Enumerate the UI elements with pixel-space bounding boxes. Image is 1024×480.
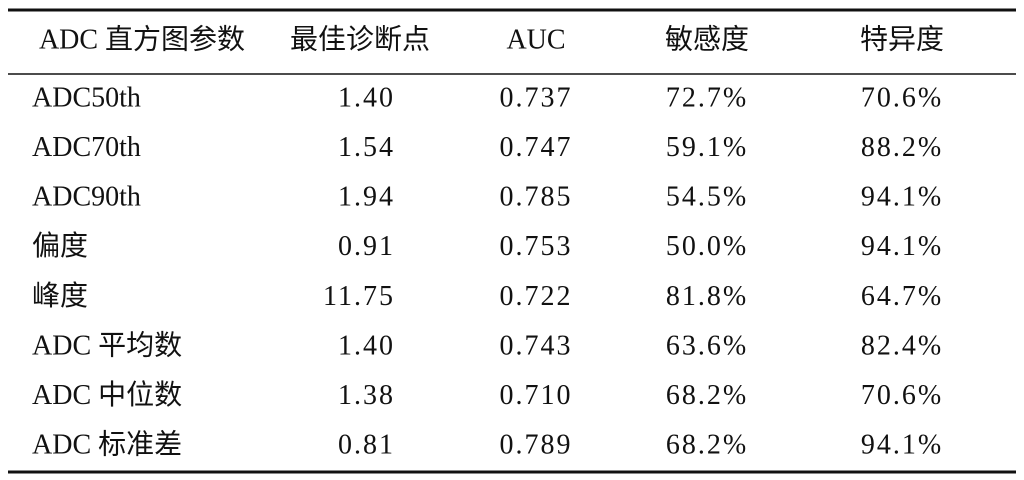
table-cell: 68.2% [666,380,748,411]
table-cell: 54.5% [666,182,748,213]
table-cell: 1.40 [338,330,395,361]
table-cell: 64.7% [861,281,943,312]
table-cell: 11.75 [323,281,395,312]
table-cell: 峰度 [32,280,88,312]
table-cell: 94.1% [861,231,943,262]
table-cell: ADC 中位数 [32,379,182,411]
table-cell: 50.0% [666,231,748,262]
header-cell: 特异度 [860,23,944,55]
table-cell: 94.1% [861,430,943,461]
table-cell: 94.1% [861,182,943,213]
table-cell: 1.38 [338,380,395,411]
table-cell: 0.743 [500,330,573,361]
table-cell: 0.91 [338,231,395,262]
header-cell: ADC 直方图参数 [39,23,245,55]
header-cell: 最佳诊断点 [290,23,430,55]
table-cell: 82.4% [861,330,943,361]
table-cell: ADC70th [32,132,141,163]
table-cell: 88.2% [861,132,943,163]
table-cell: 1.94 [338,182,395,213]
table-cell: 1.40 [338,82,395,113]
table-cell: 1.54 [338,132,395,163]
header-cell: 敏感度 [665,23,749,55]
table-cell: ADC 标准差 [32,429,182,461]
header-cell: AUC [506,24,565,55]
table-cell: 0.710 [500,380,573,411]
table-cell: 0.747 [500,132,573,163]
table-cell: 63.6% [666,330,748,361]
table-cell: 偏度 [32,230,88,262]
table-cell: 0.789 [500,430,573,461]
table-cell: 70.6% [861,380,943,411]
table-cell: 0.753 [500,231,573,262]
table-cell: 0.785 [500,182,573,213]
table-cell: ADC50th [32,82,141,113]
table-cell: 0.81 [338,430,395,461]
table-cell: ADC90th [32,182,141,213]
table-cell: 81.8% [666,281,748,312]
table-cell: 72.7% [666,82,748,113]
table-cell: 59.1% [666,132,748,163]
table-cell: 0.737 [500,82,573,113]
table-cell: 0.722 [500,281,573,312]
table-cell: 68.2% [666,430,748,461]
table-cell: ADC 平均数 [32,329,182,361]
table-cell: 70.6% [861,82,943,113]
